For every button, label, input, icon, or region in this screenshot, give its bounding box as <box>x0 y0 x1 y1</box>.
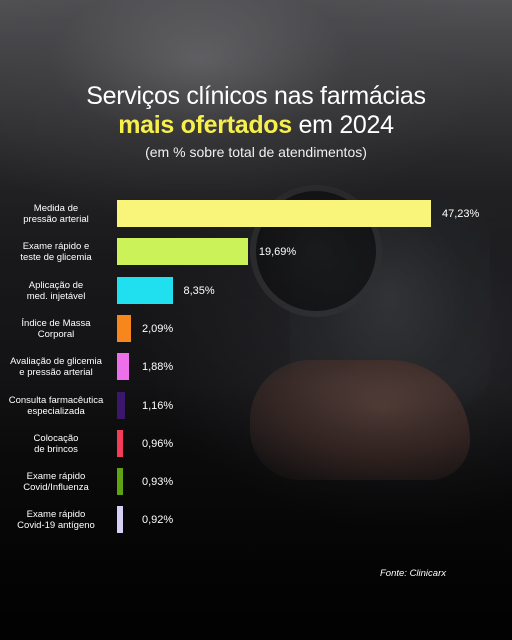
category-label-line: teste de glicemia <box>20 252 92 264</box>
category-label-line: Índice de Massa <box>21 317 91 329</box>
category-label: Avaliação de glicemia e pressão arterial <box>2 352 110 382</box>
chart-title: Serviços clínicos nas farmácias <box>86 82 426 110</box>
category-label-line: Covid/Influenza <box>23 482 89 494</box>
bar-row: Consulta farmacêutica especializada 1,16% <box>0 391 512 421</box>
category-label: Exame rápido e teste de glicemia <box>2 237 110 267</box>
bar-row: Exame rápido Covid/Influenza 0,93% <box>0 467 512 497</box>
category-label-line: Corporal <box>37 328 75 340</box>
value-label: 47,23% <box>442 208 480 220</box>
category-label-line: Consulta farmacêutica <box>8 394 104 406</box>
category-label: Aplicação de med. injetável <box>2 276 110 306</box>
bar-row: Aplicação de med. injetável 8,35% <box>0 276 512 306</box>
title-year: em 2024 <box>298 111 395 139</box>
category-label-line: Medida de <box>33 203 79 214</box>
value-label: 0,96% <box>142 437 174 450</box>
category-label-line: Exame rápido <box>26 509 86 521</box>
bar <box>117 314 131 342</box>
value-label: 2,09% <box>142 322 174 335</box>
category-label-line: Avaliação de glicemia <box>10 356 102 368</box>
value-label: 1,16% <box>142 399 174 412</box>
chart-subtitle: (em % sobre total de atendimentos) <box>145 144 367 160</box>
bar <box>117 276 173 304</box>
category-label-line: especializada <box>27 405 85 417</box>
category-label-line: Aplicação de <box>28 279 84 291</box>
category-label-line: Covid-19 antígeno <box>17 520 95 532</box>
category-label-line: pressão arterial <box>23 214 89 225</box>
bar <box>117 468 124 496</box>
bar-row: Colocação de brincos 0,96% <box>0 429 512 459</box>
bar-row: Medida de pressão arterial 47,23% <box>0 199 512 229</box>
category-label: Exame rápido Covid/Influenza <box>2 467 110 497</box>
category-label-line: med. injetável <box>26 290 86 302</box>
category-label-line: Exame rápido <box>26 471 86 483</box>
bar-row: Exame rápido e teste de glicemia 19,69% <box>0 237 512 267</box>
value-label: 0,93% <box>142 476 174 489</box>
bar-row: Avaliação de glicemia e pressão arterial 1… <box>0 352 512 382</box>
value-label: 1,88% <box>142 361 174 374</box>
category-label: Índice de Massa Corporal <box>2 314 110 344</box>
category-label: Medida de pressão arterial <box>2 199 110 229</box>
bar <box>117 353 130 381</box>
bar <box>117 238 248 266</box>
category-label-line: Colocação <box>33 432 79 444</box>
bar-row: Índice de Massa Corporal 2,09% <box>0 314 512 344</box>
bar-row: Exame rápido Covid-19 antígeno 0,92% <box>0 505 512 535</box>
bar <box>117 429 124 457</box>
category-label: Exame rápido Covid-19 antígeno <box>2 505 110 535</box>
value-label: 8,35% <box>183 284 215 297</box>
chart-title-line2: mais ofertados em 2024 <box>0 110 512 140</box>
category-label: Colocação de brincos <box>2 429 110 459</box>
bar <box>117 391 125 419</box>
bar <box>117 506 124 534</box>
category-label-line: e pressão arterial <box>19 367 93 379</box>
bar <box>117 200 431 227</box>
category-label: Consulta farmacêutica especializada <box>2 391 110 421</box>
value-label: 0,92% <box>142 514 174 527</box>
title-highlight: mais ofertados <box>118 111 292 139</box>
chart-header: Serviços clínicos nas farmácias mais ofe… <box>0 82 512 162</box>
source-note: Fonte: Clinicarx <box>380 568 446 579</box>
category-label-line: Exame rápido e <box>22 241 90 253</box>
category-label-line: de brincos <box>34 443 78 455</box>
value-label: 19,69% <box>258 246 297 259</box>
